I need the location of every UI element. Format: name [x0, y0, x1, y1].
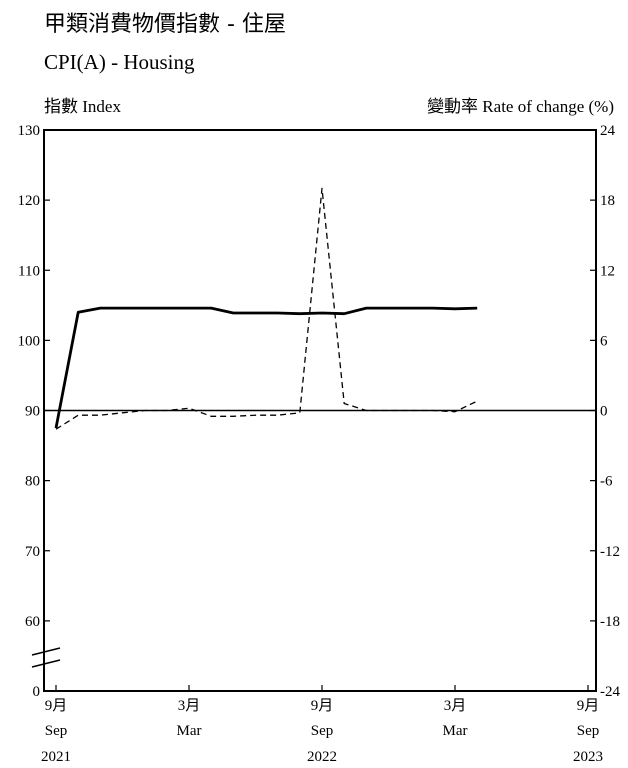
x-tick-month-zh: 3月	[444, 698, 467, 714]
left-tick-label: 90	[25, 404, 40, 420]
x-tick-year: 2023	[573, 749, 603, 765]
right-tick-label: -18	[600, 614, 620, 630]
left-tick-label: 80	[25, 474, 40, 490]
right-tick-label: 12	[600, 263, 615, 279]
left-tick-label: 120	[18, 193, 41, 209]
chart-title-english: CPI(A) - Housing	[44, 50, 195, 74]
left-tick-label: 130	[18, 123, 41, 139]
x-tick-month-zh: 9月	[45, 698, 68, 714]
right-axis-label: 變動率 Rate of change (%)	[427, 97, 614, 116]
x-tick-month-en: Sep	[45, 723, 68, 739]
left-tick-label: 0	[33, 684, 41, 700]
x-tick-month-en: Mar	[443, 723, 468, 739]
rate-of-change-series-line	[55, 187, 478, 430]
right-tick-label: -12	[600, 544, 620, 560]
right-tick-label: 24	[600, 123, 616, 139]
left-tick-label: 100	[18, 333, 41, 349]
right-tick-label: -24	[600, 684, 620, 700]
axis-break-mark	[31, 647, 61, 656]
x-tick-month-en: Mar	[177, 723, 202, 739]
x-tick-month-en: Sep	[311, 723, 334, 739]
x-tick-year: 2021	[41, 749, 71, 765]
chart-title-chinese: 甲類消費物價指數 - 住屋	[44, 12, 286, 37]
right-tick-label: 0	[600, 404, 608, 420]
x-tick-month-zh: 3月	[178, 698, 201, 714]
left-tick-label: 70	[25, 544, 40, 560]
x-tick-month-zh: 9月	[577, 698, 600, 714]
left-tick-label: 60	[25, 614, 40, 630]
left-axis-label: 指數 Index	[44, 97, 121, 116]
right-tick-label: 18	[600, 193, 615, 209]
index-series-line	[54, 306, 478, 429]
x-tick-month-en: Sep	[577, 723, 600, 739]
right-tick-label: 6	[600, 333, 608, 349]
x-tick-year: 2022	[307, 749, 337, 765]
x-tick-month-zh: 9月	[311, 698, 334, 714]
axis-break-mark	[31, 659, 61, 668]
left-tick-label: 110	[18, 263, 40, 279]
right-tick-label: -6	[600, 474, 613, 490]
